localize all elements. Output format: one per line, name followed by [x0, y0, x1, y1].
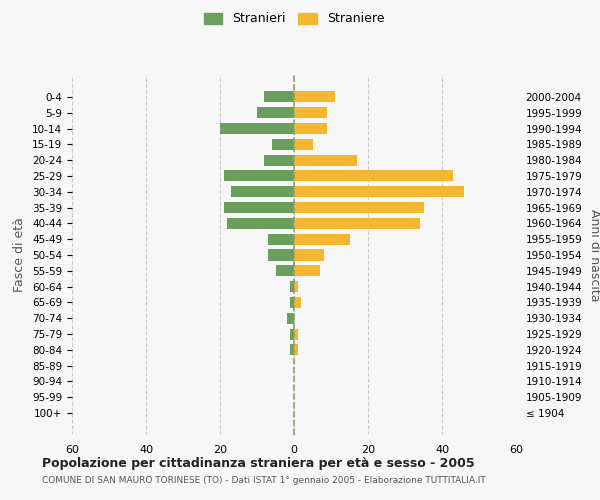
Bar: [294, 297, 301, 308]
Bar: [290, 297, 294, 308]
Bar: [265, 154, 294, 166]
Legend: Stranieri, Straniere: Stranieri, Straniere: [200, 8, 388, 29]
Bar: [287, 312, 294, 324]
Bar: [294, 266, 320, 276]
Bar: [265, 92, 294, 102]
Bar: [294, 250, 323, 260]
Bar: [294, 92, 335, 102]
Bar: [294, 186, 464, 198]
Bar: [294, 202, 424, 213]
Bar: [290, 344, 294, 356]
Bar: [290, 281, 294, 292]
Bar: [294, 170, 453, 181]
Bar: [294, 154, 357, 166]
Y-axis label: Fasce di età: Fasce di età: [13, 218, 26, 292]
Bar: [268, 250, 294, 260]
Bar: [294, 123, 328, 134]
Bar: [294, 234, 350, 244]
Bar: [294, 328, 298, 340]
Bar: [294, 281, 298, 292]
Bar: [294, 139, 313, 150]
Text: COMUNE DI SAN MAURO TORINESE (TO) - Dati ISTAT 1° gennaio 2005 - Elaborazione TU: COMUNE DI SAN MAURO TORINESE (TO) - Dati…: [42, 476, 486, 485]
Bar: [227, 218, 294, 229]
Bar: [272, 139, 294, 150]
Bar: [220, 123, 294, 134]
Bar: [224, 202, 294, 213]
Bar: [290, 328, 294, 340]
Bar: [224, 170, 294, 181]
Y-axis label: Anni di nascita: Anni di nascita: [588, 209, 600, 301]
Bar: [268, 234, 294, 244]
Bar: [294, 218, 420, 229]
Bar: [294, 344, 298, 356]
Bar: [275, 266, 294, 276]
Bar: [257, 107, 294, 118]
Text: Popolazione per cittadinanza straniera per età e sesso - 2005: Popolazione per cittadinanza straniera p…: [42, 458, 475, 470]
Bar: [294, 107, 328, 118]
Bar: [231, 186, 294, 198]
